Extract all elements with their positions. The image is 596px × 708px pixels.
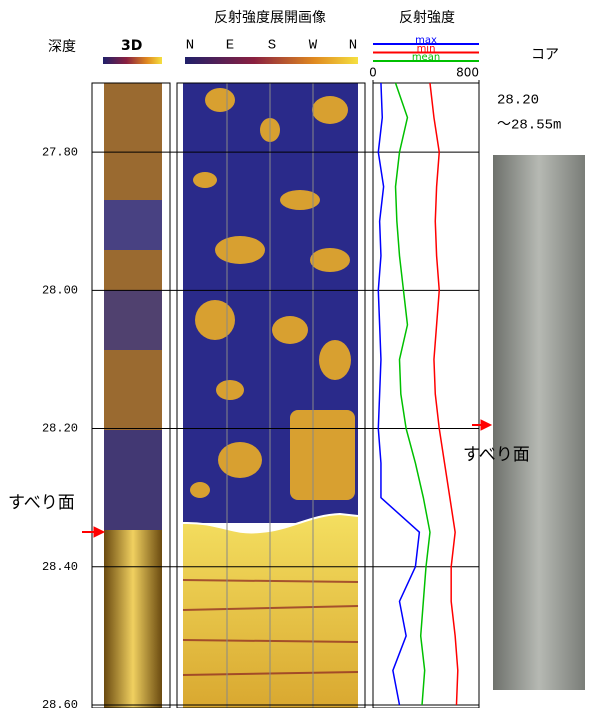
blue-patch: [104, 290, 162, 350]
x-tick-label: 0: [369, 66, 377, 80]
core-range: 28.20: [497, 93, 539, 109]
slip-label: すべり面: [463, 445, 530, 465]
blue-patch: [104, 200, 162, 250]
view3d-lower: [104, 530, 162, 708]
y-tick-label: 28.40: [42, 560, 78, 574]
intensity-line: [378, 83, 419, 705]
core-range: ～28.55m: [497, 118, 561, 134]
colorbar: [103, 57, 162, 64]
unrolled-label: 反射強度展開画像: [214, 10, 326, 26]
y-tick-label: 28.20: [42, 422, 78, 436]
y-tick-label: 28.60: [42, 698, 78, 708]
y-tick-label: 27.80: [42, 145, 78, 159]
x-tick-label: 800: [456, 66, 479, 80]
azimuth: E: [226, 38, 234, 54]
y-tick-label: 28.00: [42, 284, 78, 298]
depth-label: 深度: [48, 39, 76, 55]
intensity-line: [430, 83, 458, 705]
blue-patch: [104, 430, 162, 530]
core-label: コア: [531, 47, 559, 63]
core-photo: [493, 155, 585, 690]
azimuth: N: [349, 38, 357, 54]
intensity-label: 反射強度: [399, 10, 455, 26]
azimuth: N: [186, 38, 194, 54]
figure: 深度 3D 反射強度展開画像 N E S W N 反射強度 コア 28.20 ～…: [0, 0, 596, 708]
view3d-label: 3D: [121, 38, 142, 54]
slip-label: すべり面: [8, 493, 75, 513]
legend-label: mean: [412, 52, 440, 63]
azimuth: S: [268, 38, 276, 54]
intensity-line: [396, 83, 430, 705]
azimuth: W: [309, 38, 318, 54]
colorbar: [185, 57, 358, 64]
